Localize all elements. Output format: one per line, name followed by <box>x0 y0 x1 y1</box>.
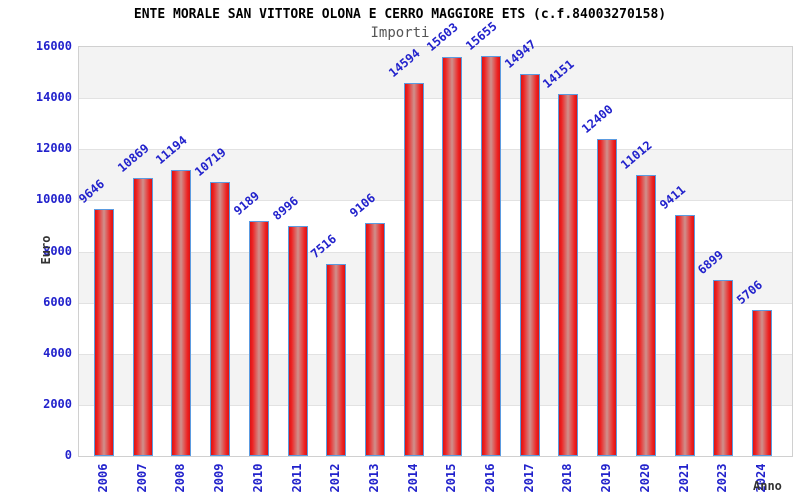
x-tick-label: 2017 <box>521 463 536 493</box>
plot-area: 9646 10869 11194 10719 9189 8996 7516 9106 14594… <box>76 19 793 457</box>
y-tick-label: 14000 <box>35 90 72 105</box>
x-tick-label: 2019 <box>599 463 614 493</box>
background-band <box>79 251 792 303</box>
x-tick-label: 2007 <box>134 463 149 493</box>
x-tick-label: 2013 <box>366 463 381 493</box>
gridline <box>79 98 792 100</box>
x-tick-label: 2015 <box>444 463 459 493</box>
bar-2011 <box>287 226 308 456</box>
bar-2006 <box>94 209 114 456</box>
bar-2007 <box>132 178 153 456</box>
chart-subtitle: Importi <box>370 25 430 41</box>
y-axis-title: Euro <box>39 235 53 265</box>
x-axis-title: Anno <box>753 479 782 493</box>
chart-title: ENTE MORALE SAN VITTORE OLONA E CERRO MA… <box>133 7 667 22</box>
background-band <box>79 404 792 456</box>
background-band <box>79 353 792 405</box>
bar-2020 <box>635 174 656 456</box>
bar-2008 <box>171 169 192 456</box>
gridline <box>79 251 792 253</box>
y-tick-label: 12000 <box>35 141 72 156</box>
y-tick-label: 2000 <box>43 396 72 411</box>
gridline <box>79 353 792 355</box>
background-band <box>79 302 792 354</box>
x-tick-label: 2011 <box>289 463 304 493</box>
bar-2013 <box>364 223 385 456</box>
bar-2015 <box>442 57 463 456</box>
bar-2010 <box>248 221 269 456</box>
x-tick-label: 2016 <box>483 463 497 493</box>
x-tick-label: 2012 <box>328 463 343 493</box>
bar-2024 <box>751 310 772 456</box>
background-band <box>79 47 792 99</box>
bar-2021 <box>674 215 695 456</box>
background-band <box>79 98 792 150</box>
x-tick-label: 2023 <box>715 463 730 493</box>
x-tick-label: 2014 <box>405 463 420 493</box>
y-tick-label: 16000 <box>35 39 72 53</box>
bar-2019 <box>597 139 618 456</box>
y-tick-label: 10000 <box>35 192 72 207</box>
y-tick-label: 6000 <box>43 294 72 309</box>
gridline <box>79 302 792 304</box>
x-tick-label: 2020 <box>637 463 652 493</box>
bar-2016 <box>481 55 501 456</box>
bar-2009 <box>210 182 231 456</box>
gridline <box>79 404 792 406</box>
gridline <box>79 149 792 151</box>
background-band <box>79 149 792 201</box>
y-tick-label: 4000 <box>43 345 72 360</box>
bar-2012 <box>326 263 347 456</box>
y-tick-label: 0 <box>64 448 72 462</box>
background-band <box>79 200 792 252</box>
x-tick-label: 2006 <box>96 463 110 493</box>
x-tick-label: 2008 <box>173 463 188 493</box>
x-tick-label: 2018 <box>560 463 575 493</box>
bar-2018 <box>558 94 579 456</box>
gridline <box>79 200 792 202</box>
x-tick-label: 2021 <box>676 463 691 493</box>
y-tick-label: 8000 <box>43 243 72 258</box>
bar-2014 <box>403 82 424 456</box>
x-tick-label: 2009 <box>212 463 227 493</box>
bar-2023 <box>713 279 734 456</box>
x-tick-label: 2010 <box>250 463 265 493</box>
bar-2017 <box>519 73 540 456</box>
